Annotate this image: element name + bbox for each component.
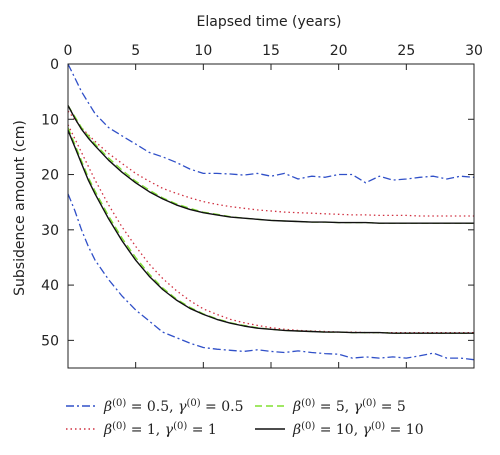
series-0-curve-0 bbox=[67, 63, 475, 184]
x-tick-label-20: 20 bbox=[330, 43, 348, 59]
y-tick-label-50: 50 bbox=[41, 333, 59, 349]
x-tick-label-30: 30 bbox=[465, 43, 483, 59]
x-tick-label-25: 25 bbox=[397, 43, 415, 59]
y-tick-label-20: 20 bbox=[41, 168, 59, 184]
x-tick-label-0: 0 bbox=[64, 43, 73, 59]
series-1-curve-1 bbox=[67, 124, 474, 334]
y-tick-label-40: 40 bbox=[41, 278, 59, 294]
series-2-curve-0 bbox=[67, 105, 474, 224]
y-tick-label-10: 10 bbox=[41, 112, 59, 128]
x-axis-label: Elapsed time (years) bbox=[197, 14, 342, 30]
plot-frame bbox=[67, 63, 475, 369]
legend-label-0: β(0) = 0.5, γ(0) = 0.5 bbox=[103, 398, 244, 416]
series-1-curve-0 bbox=[67, 110, 474, 217]
series-0-curve-1 bbox=[67, 193, 475, 361]
y-tick-label-0: 0 bbox=[50, 57, 59, 73]
legend: β(0) = 0.5, γ(0) = 0.5 β(0) = 5, γ(0) = 5… bbox=[66, 398, 424, 439]
legend-label-2: β(0) = 1, γ(0) = 1 bbox=[103, 421, 217, 439]
plot-area: 0 5 10 15 20 25 30 0 10 20 30 40 50 bbox=[41, 43, 483, 369]
y-axis-label: Subsidence amount (cm) bbox=[12, 120, 28, 296]
series-3-curve-1 bbox=[67, 130, 474, 334]
series-2-curve-1 bbox=[67, 127, 474, 334]
series-3-curve-0 bbox=[67, 105, 474, 224]
legend-label-3: β(0) = 10, γ(0) = 10 bbox=[292, 421, 424, 439]
x-tick-label-5: 5 bbox=[131, 43, 140, 59]
x-tick-label-15: 15 bbox=[262, 43, 280, 59]
y-tick-label-30: 30 bbox=[41, 223, 59, 239]
x-tick-label-10: 10 bbox=[194, 43, 212, 59]
legend-label-1: β(0) = 5, γ(0) = 5 bbox=[292, 398, 406, 416]
